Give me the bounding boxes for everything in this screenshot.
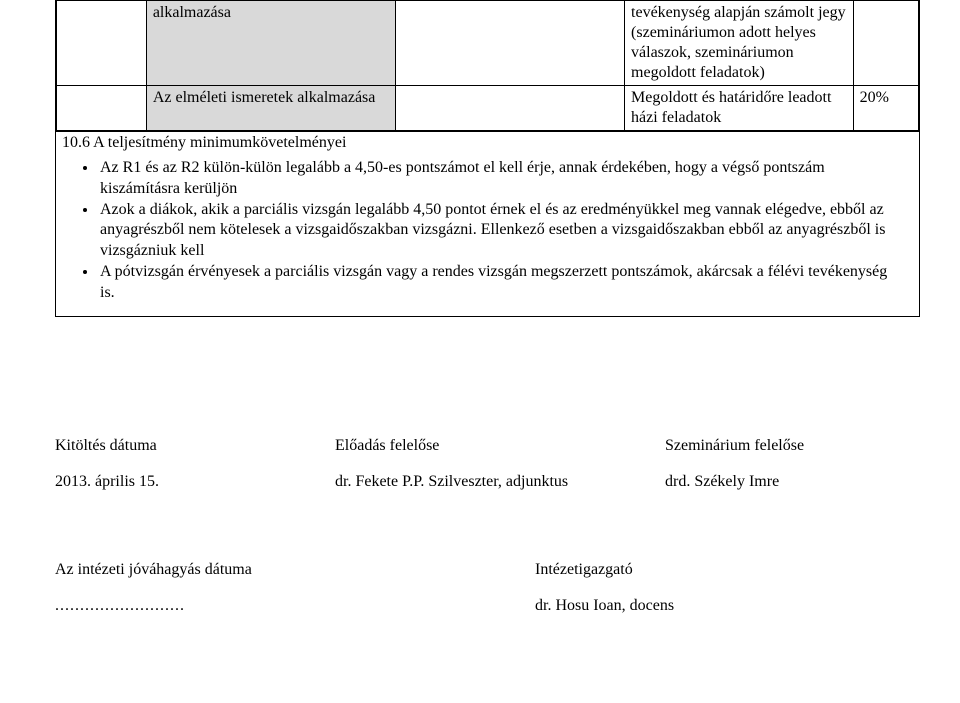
- requirements-box: alkalmazása tevékenység alapján számolt …: [55, 0, 920, 317]
- sig-date-label: Kitöltés dátuma: [55, 437, 335, 455]
- table-cell-mid-pad: [396, 1, 625, 86]
- approval-director-label: Intézetigazgató: [535, 561, 835, 579]
- sig-seminar-value: drd. Székely Imre: [665, 473, 895, 491]
- list-item: Az R1 és az R2 külön-külön legalább a 4,…: [98, 158, 897, 200]
- table-cell-mid-pad: [396, 86, 625, 131]
- table-cell-right: [853, 1, 918, 86]
- approval-date-label: Az intézeti jóváhagyás dátuma: [55, 561, 535, 579]
- table-row: Az elméleti ismeretek alkalmazása Megold…: [57, 86, 919, 131]
- signature-value-row: 2013. április 15. dr. Fekete P.P. Szilve…: [55, 473, 920, 491]
- activity-table: alkalmazása tevékenység alapján számolt …: [56, 1, 919, 131]
- sig-seminar-label: Szeminárium felelőse: [665, 437, 895, 455]
- table-cell-left: Az elméleti ismeretek alkalmazása: [146, 86, 396, 131]
- sig-date-value: 2013. április 15.: [55, 473, 335, 491]
- requirements-list: Az R1 és az R2 külön-külön legalább a 4,…: [56, 154, 919, 316]
- approval-value-row: .......................... dr. Hosu Ioan…: [55, 597, 920, 615]
- approval-director-value: dr. Hosu Ioan, docens: [535, 597, 835, 615]
- approval-block: Az intézeti jóváhagyás dátuma Intézetiga…: [55, 561, 920, 615]
- table-row: alkalmazása tevékenység alapján számolt …: [57, 1, 919, 86]
- table-cell-left: alkalmazása: [146, 1, 396, 86]
- signature-header-row: Kitöltés dátuma Előadás felelőse Szeminá…: [55, 437, 920, 455]
- approval-date-value: ..........................: [55, 597, 535, 615]
- table-cell-mid: tevékenység alapján számolt jegy (szemin…: [625, 1, 854, 86]
- table-cell-right: 20%: [853, 86, 918, 131]
- approval-header-row: Az intézeti jóváhagyás dátuma Intézetiga…: [55, 561, 920, 579]
- list-item: A pótvizsgán érvényesek a parciális vizs…: [98, 262, 897, 304]
- sig-lecture-label: Előadás felelőse: [335, 437, 665, 455]
- sig-lecture-value: dr. Fekete P.P. Szilveszter, adjunktus: [335, 473, 665, 491]
- table-cell-blank: [57, 86, 147, 131]
- page: alkalmazása tevékenység alapján számolt …: [0, 0, 960, 703]
- list-item: Azok a diákok, akik a parciális vizsgán …: [98, 200, 897, 262]
- table-cell-mid: Megoldott és határidőre leadott házi fel…: [625, 86, 854, 131]
- requirements-title: 10.6 A teljesítmény minimumkövetelményei: [56, 131, 919, 154]
- table-cell-blank: [57, 1, 147, 86]
- signature-block: Kitöltés dátuma Előadás felelőse Szeminá…: [55, 437, 920, 491]
